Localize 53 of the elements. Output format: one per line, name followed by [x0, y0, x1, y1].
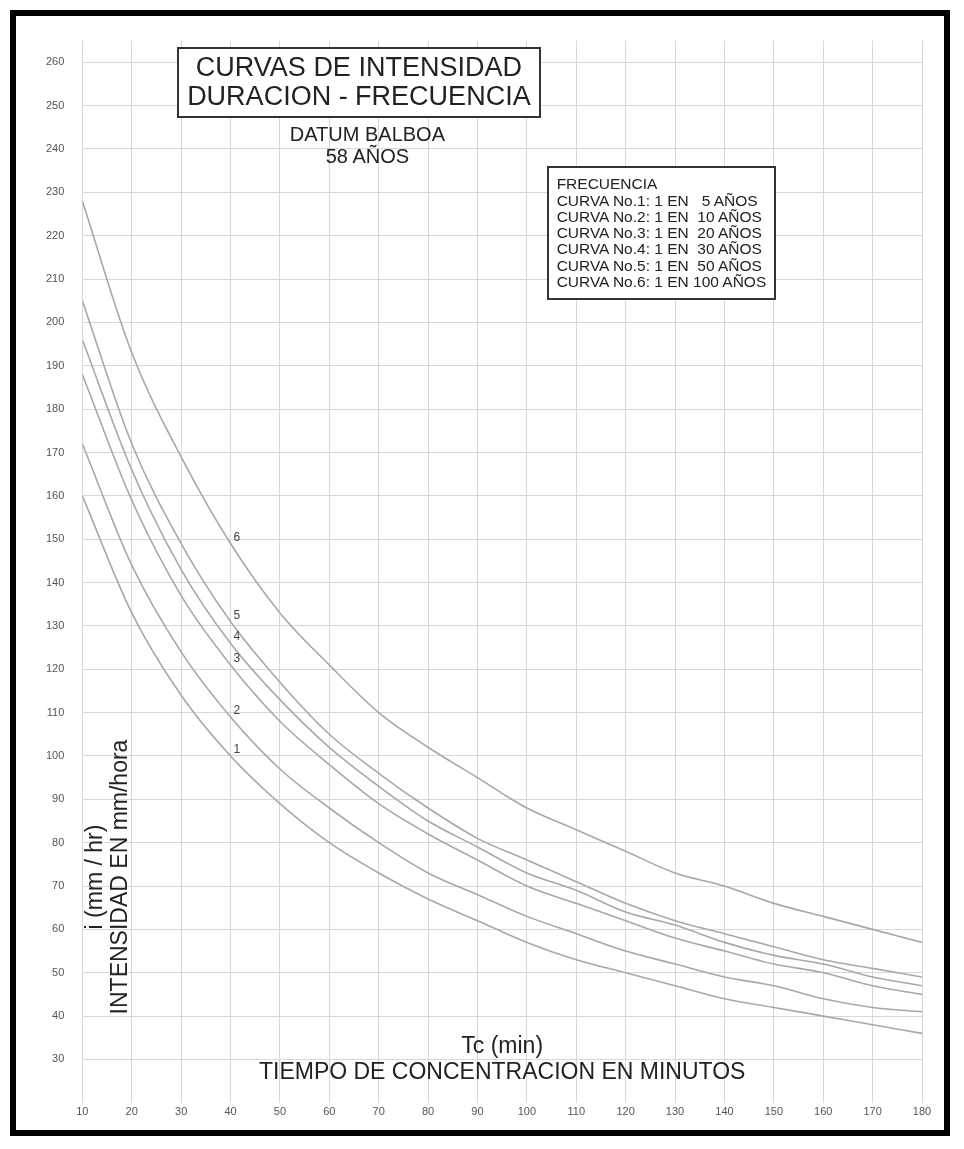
- y-tick-label: 240: [45, 142, 65, 155]
- y-tick-label: 130: [45, 618, 65, 631]
- series-label: 2: [233, 702, 241, 718]
- x-tick-label: 40: [224, 1105, 237, 1118]
- series-label: 1: [233, 741, 241, 757]
- x-tick-label: 180: [912, 1105, 932, 1118]
- y-tick-label: 40: [52, 1009, 65, 1022]
- y-tick-label: 50: [52, 965, 65, 978]
- x-tick-label: 150: [764, 1105, 784, 1118]
- x-tick-label: 70: [372, 1105, 385, 1118]
- text: DATUM BALBOA 58 AÑOS: [289, 122, 445, 167]
- y-tick-label: 70: [52, 879, 65, 892]
- y-tick-label: 60: [52, 922, 65, 935]
- y-tick-label: 160: [45, 488, 65, 501]
- annotation: FRECUENCIA CURVA No.1: 1 EN 5 AÑOS CURVA No.2: 1 EN 10 AÑOS CURVA No.3: 1 EN 20 AÑOS CURVA No.4: 1 EN 30 AÑOS CURVA No.5: 1 EN 50 AÑOS CURVA No.6: 1 EN 100 AÑOS: [546, 166, 777, 301]
- x-tick-label: 160: [814, 1105, 833, 1118]
- x-tick-label: 50: [273, 1105, 287, 1118]
- y-tick-label: 230: [45, 185, 65, 198]
- x-axis-title: Tc (min) TIEMPO DE CONCENTRACION EN MINUTOS: [257, 1032, 747, 1085]
- x-tick-label: 30: [175, 1105, 188, 1118]
- x-tick-label: 110: [567, 1105, 586, 1118]
- y-tick-label: 260: [45, 55, 65, 68]
- y-tick-label: 30: [52, 1052, 65, 1065]
- y-tick-label: 250: [45, 98, 65, 111]
- text: CURVAS DE INTENSIDAD DURACION - FRECUENCIA: [177, 46, 541, 118]
- x-tick-label: 10: [76, 1105, 89, 1118]
- x-tick-label: 170: [863, 1105, 882, 1118]
- y-tick-label: 90: [52, 792, 65, 805]
- y-tick-label: 190: [45, 358, 65, 371]
- x-tick-label: 120: [616, 1105, 635, 1118]
- y-tick-label: 140: [45, 575, 65, 588]
- y-tick-label: 220: [45, 228, 65, 241]
- y-tick-label: 170: [45, 445, 65, 458]
- y-tick-label: 200: [45, 315, 65, 328]
- y-tick-label: 80: [52, 835, 65, 848]
- y-tick-label: 100: [45, 748, 65, 761]
- x-tick-label: 80: [421, 1105, 435, 1118]
- x-tick-label: 140: [715, 1105, 734, 1118]
- x-tick-label: 90: [471, 1105, 484, 1118]
- series-label: 5: [233, 607, 241, 622]
- series-label: 6: [233, 529, 241, 544]
- series-label: 4: [233, 629, 241, 644]
- y-tick-label: 120: [45, 662, 65, 675]
- y-tick-label: 150: [45, 532, 65, 545]
- y-axis-title: i (mm / hr) INTENSIDAD EN mm/hora: [81, 739, 133, 1015]
- x-tick-label: 100: [517, 1105, 537, 1118]
- x-tick-label: 20: [125, 1105, 138, 1118]
- x-tick-label: 60: [323, 1105, 336, 1118]
- y-tick-label: 210: [45, 272, 65, 285]
- y-tick-label: 110: [46, 705, 65, 718]
- x-tick-label: 130: [665, 1105, 685, 1118]
- series-label: 3: [233, 650, 241, 666]
- y-tick-label: 180: [45, 402, 65, 415]
